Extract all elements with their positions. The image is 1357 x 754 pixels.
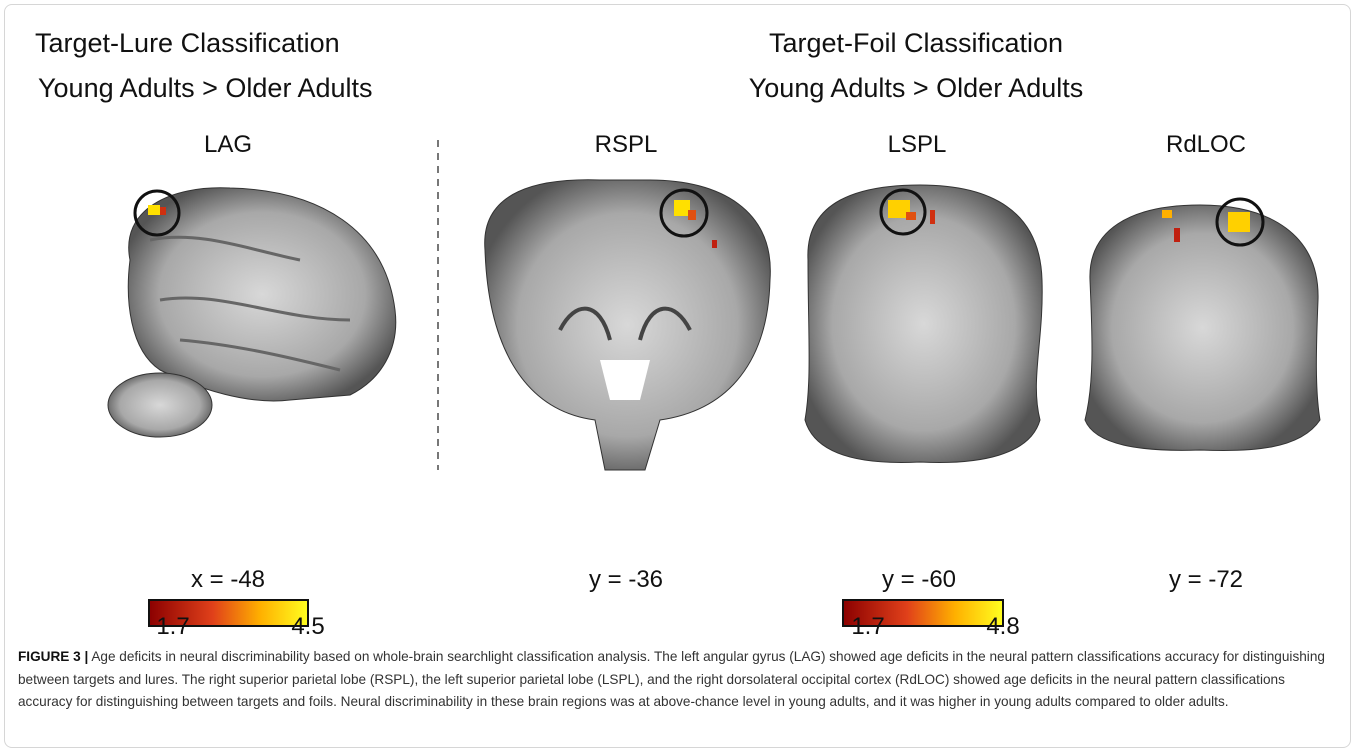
region-label: RdLOC [1166, 131, 1246, 158]
region-label: LAG [204, 131, 252, 158]
colorbar-max: 4.8 [986, 613, 1019, 640]
coordinate: y = -72 [1169, 566, 1243, 593]
panel-subtitle: Young Adults > Older Adults [38, 73, 373, 103]
brain-image [1085, 199, 1320, 451]
colorbar-min: 1.7 [156, 613, 189, 640]
coordinate: y = -60 [882, 566, 956, 593]
brain-image [485, 180, 771, 470]
coordinate: x = -48 [191, 566, 265, 593]
region-label: LSPL [888, 131, 947, 158]
region-label: RSPL [595, 131, 658, 158]
figure: Target-Lure Classification Young Adults … [0, 0, 1357, 640]
coordinate: y = -36 [589, 566, 663, 593]
panel-subtitle: Young Adults > Older Adults [749, 73, 1084, 103]
panel-title: Target-Foil Classification [769, 28, 1063, 58]
caption: FIGURE 3 | Age deficits in neural discri… [18, 646, 1338, 714]
panel-title: Target-Lure Classification [35, 28, 340, 58]
caption-text: Age deficits in neural discriminability … [18, 649, 1325, 709]
colorbar-min: 1.7 [851, 613, 884, 640]
colorbar-max: 4.5 [291, 613, 324, 640]
brain-image [805, 185, 1042, 463]
brain-image [108, 188, 396, 437]
caption-label: FIGURE 3 | [18, 649, 88, 664]
